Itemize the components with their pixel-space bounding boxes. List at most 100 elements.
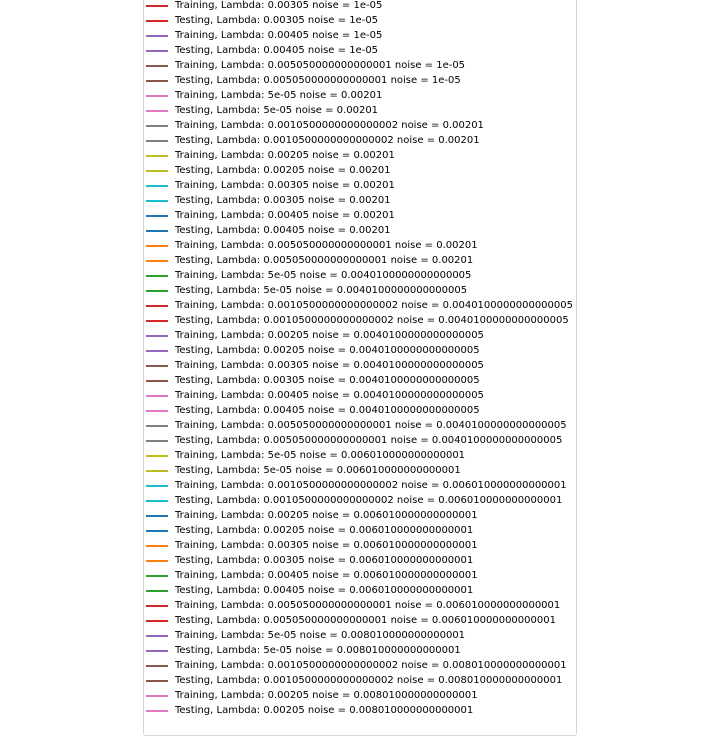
- legend-entry: Testing, Lambda: 0.0010500000000000002 n…: [146, 494, 562, 508]
- legend-label: Testing, Lambda: 0.00205 noise = 0.00201: [175, 165, 391, 176]
- legend-swatch: [146, 20, 168, 22]
- legend-label: Training, Lambda: 0.00305 noise = 0.0040…: [175, 360, 484, 371]
- legend-swatch: [146, 635, 168, 637]
- legend-swatch: [146, 590, 168, 592]
- legend-swatch: [146, 95, 168, 97]
- legend-label: Training, Lambda: 0.00405 noise = 0.0020…: [175, 210, 395, 221]
- legend-swatch: [146, 485, 168, 487]
- legend-swatch: [146, 500, 168, 502]
- legend-label: Testing, Lambda: 0.005050000000000001 no…: [175, 255, 474, 266]
- legend-entry: Testing, Lambda: 0.00405 noise = 0.00401…: [146, 404, 480, 418]
- legend-entry: Training, Lambda: 0.0010500000000000002 …: [146, 659, 567, 673]
- legend-entry: Training, Lambda: 5e-05 noise = 0.004010…: [146, 269, 471, 283]
- legend-entry: Testing, Lambda: 0.0010500000000000002 n…: [146, 134, 480, 148]
- legend-swatch: [146, 545, 168, 547]
- legend-entry: Testing, Lambda: 5e-05 noise = 0.0060100…: [146, 464, 461, 478]
- legend-entry: Testing, Lambda: 0.005050000000000001 no…: [146, 614, 556, 628]
- legend-label: Training, Lambda: 0.00205 noise = 0.0060…: [175, 510, 478, 521]
- legend-swatch: [146, 65, 168, 67]
- legend-swatch: [146, 470, 168, 472]
- legend-swatch: [146, 155, 168, 157]
- legend-swatch: [146, 140, 168, 142]
- legend-label: Testing, Lambda: 0.00405 noise = 0.00201: [175, 225, 391, 236]
- legend-entry: Testing, Lambda: 0.005050000000000001 no…: [146, 434, 562, 448]
- legend-entry: Testing, Lambda: 0.00305 noise = 0.00601…: [146, 554, 473, 568]
- legend-label: Training, Lambda: 5e-05 noise = 0.004010…: [175, 270, 472, 281]
- legend-label: Training, Lambda: 5e-05 noise = 0.00201: [175, 90, 383, 101]
- legend-swatch: [146, 170, 168, 172]
- legend-swatch: [146, 440, 168, 442]
- legend-entry: Testing, Lambda: 0.00305 noise = 1e-05: [146, 14, 378, 28]
- legend-entry: Testing, Lambda: 0.00405 noise = 0.00201: [146, 224, 391, 238]
- legend-label: Training, Lambda: 0.005050000000000001 n…: [175, 240, 478, 251]
- legend-entry: Training, Lambda: 0.00405 noise = 0.0040…: [146, 389, 484, 403]
- legend-entry: Training, Lambda: 0.00305 noise = 0.0040…: [146, 359, 484, 373]
- legend-swatch: [146, 575, 168, 577]
- legend-label: Training, Lambda: 0.0010500000000000002 …: [175, 660, 567, 671]
- legend-label: Training, Lambda: 0.00205 noise = 0.0040…: [175, 330, 484, 341]
- legend-entry: Testing, Lambda: 0.00205 noise = 0.00601…: [146, 524, 473, 538]
- legend-swatch: [146, 50, 168, 52]
- legend-entry: Training, Lambda: 0.005050000000000001 n…: [146, 239, 478, 253]
- legend-entry: Training, Lambda: 5e-05 noise = 0.008010…: [146, 629, 465, 643]
- legend-swatch: [146, 290, 168, 292]
- legend-swatch: [146, 605, 168, 607]
- legend-swatch: [146, 185, 168, 187]
- legend-label: Testing, Lambda: 5e-05 noise = 0.0080100…: [175, 645, 461, 656]
- legend-label: Testing, Lambda: 0.00305 noise = 1e-05: [175, 15, 379, 26]
- legend-swatch: [146, 200, 168, 202]
- legend-swatch: [146, 380, 168, 382]
- legend-entries: Training, Lambda: 0.00305 noise = 1e-05 T…: [146, 0, 573, 718]
- legend-label: Testing, Lambda: 5e-05 noise = 0.0040100…: [175, 285, 468, 296]
- legend-entry: Training, Lambda: 0.00405 noise = 0.0020…: [146, 209, 395, 223]
- legend-entry: Testing, Lambda: 0.00205 noise = 0.00401…: [146, 344, 480, 358]
- legend-label: Training, Lambda: 0.00405 noise = 0.0040…: [175, 390, 484, 401]
- legend-label: Testing, Lambda: 0.00305 noise = 0.00601…: [175, 555, 474, 566]
- legend-swatch: [146, 560, 168, 562]
- legend-swatch: [146, 365, 168, 367]
- legend-label: Testing, Lambda: 5e-05 noise = 0.00201: [175, 105, 379, 116]
- legend-entry: Training, Lambda: 0.00305 noise = 0.0020…: [146, 179, 395, 193]
- legend-swatch: [146, 110, 168, 112]
- legend-entry: Training, Lambda: 0.00205 noise = 0.0060…: [146, 509, 478, 523]
- legend-swatch: [146, 35, 168, 37]
- legend-entry: Testing, Lambda: 0.0010500000000000002 n…: [146, 314, 569, 328]
- legend-swatch: [146, 680, 168, 682]
- legend-swatch: [146, 650, 168, 652]
- legend-swatch: [146, 80, 168, 82]
- legend-label: Training, Lambda: 5e-05 noise = 0.006010…: [175, 450, 466, 461]
- legend-entry: Training, Lambda: 0.0010500000000000002 …: [146, 479, 567, 493]
- legend-entry: Testing, Lambda: 0.0010500000000000002 n…: [146, 674, 562, 688]
- legend-entry: Training, Lambda: 0.00205 noise = 0.0040…: [146, 329, 484, 343]
- legend-label: Testing, Lambda: 0.00405 noise = 0.00601…: [175, 585, 474, 596]
- legend-label: Training, Lambda: 5e-05 noise = 0.008010…: [175, 630, 466, 641]
- legend-label: Testing, Lambda: 0.0010500000000000002 n…: [175, 495, 563, 506]
- legend-label: Training, Lambda: 0.005050000000000001 n…: [175, 420, 567, 431]
- legend-swatch: [146, 410, 168, 412]
- legend-entry: Training, Lambda: 0.00405 noise = 1e-05: [146, 29, 382, 43]
- legend-label: Training, Lambda: 0.00305 noise = 0.0060…: [175, 540, 478, 551]
- legend-label: Testing, Lambda: 0.00205 noise = 0.00401…: [175, 345, 480, 356]
- legend-label: Training, Lambda: 0.00305 noise = 1e-05: [175, 0, 383, 11]
- legend-label: Testing, Lambda: 0.00405 noise = 1e-05: [175, 45, 379, 56]
- legend-label: Testing, Lambda: 0.0010500000000000002 n…: [175, 135, 480, 146]
- legend-entry: Testing, Lambda: 0.00205 noise = 0.00801…: [146, 704, 473, 718]
- legend-swatch: [146, 695, 168, 697]
- legend-swatch: [146, 455, 168, 457]
- legend-swatch: [146, 350, 168, 352]
- legend-swatch: [146, 515, 168, 517]
- legend-entry: Training, Lambda: 0.0010500000000000002 …: [146, 119, 484, 133]
- legend-label: Testing, Lambda: 0.0010500000000000002 n…: [175, 675, 563, 686]
- legend-label: Training, Lambda: 0.0010500000000000002 …: [175, 300, 573, 311]
- legend-swatch: [146, 710, 168, 712]
- legend-swatch: [146, 395, 168, 397]
- legend-entry: Training, Lambda: 0.0010500000000000002 …: [146, 299, 573, 313]
- legend-swatch: [146, 305, 168, 307]
- legend-label: Training, Lambda: 0.005050000000000001 n…: [175, 60, 466, 71]
- legend-label: Testing, Lambda: 0.0010500000000000002 n…: [175, 315, 569, 326]
- legend-swatch: [146, 665, 168, 667]
- legend-label: Training, Lambda: 0.00405 noise = 1e-05: [175, 30, 383, 41]
- legend-label: Testing, Lambda: 5e-05 noise = 0.0060100…: [175, 465, 461, 476]
- legend-swatch: [146, 215, 168, 217]
- legend-swatch: [146, 320, 168, 322]
